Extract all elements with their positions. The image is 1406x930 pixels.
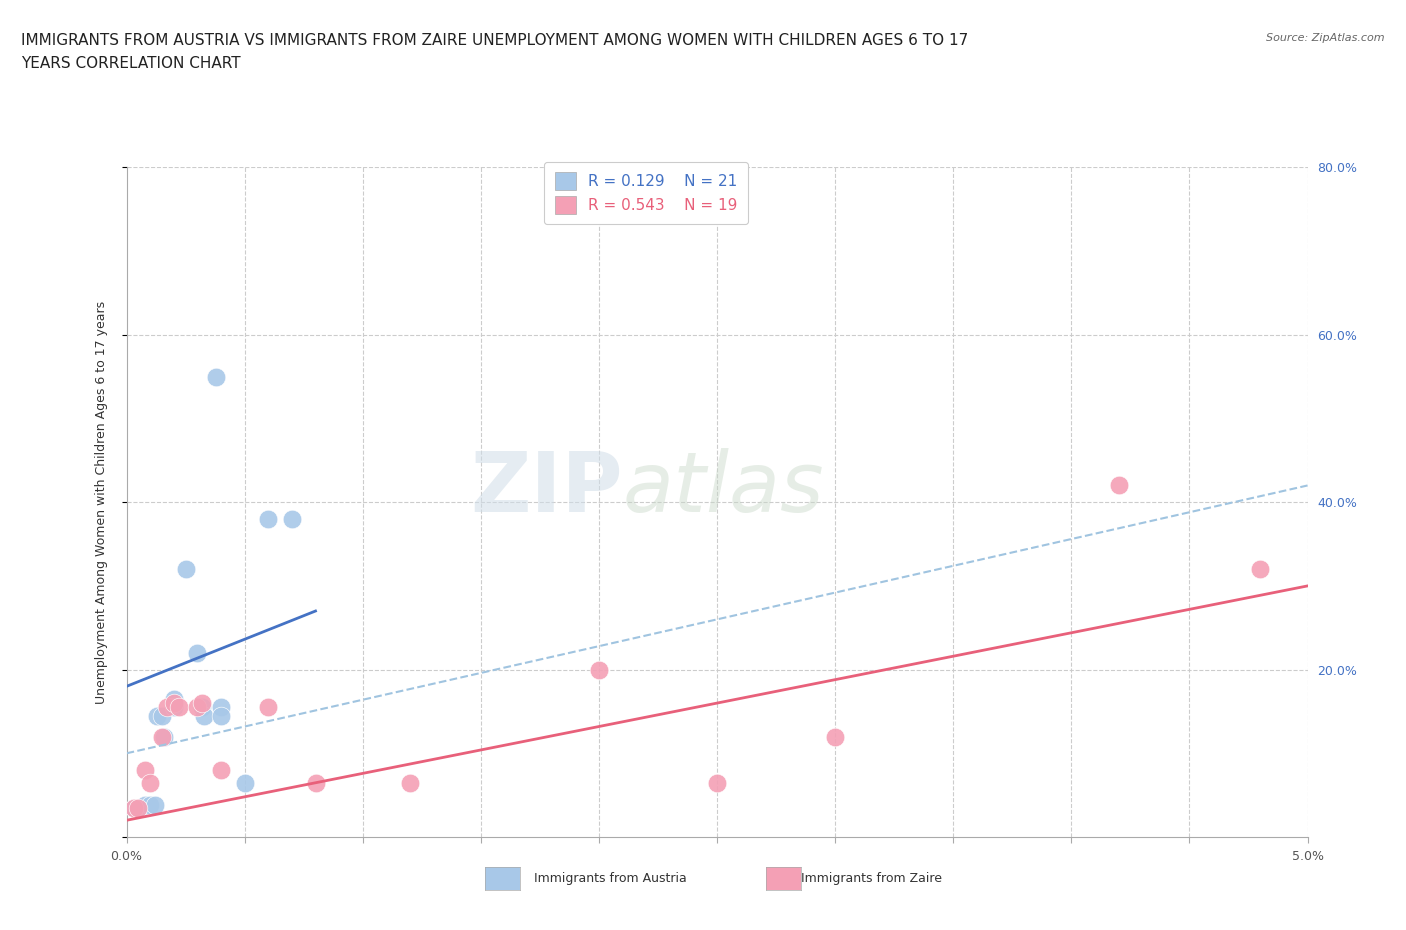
Point [150, 729, 173, 744]
Point [186, 645, 208, 660]
Text: ZIP: ZIP [470, 448, 623, 529]
Point [122, 800, 145, 815]
Text: Immigrants from Austria: Immigrants from Austria [534, 872, 688, 885]
Text: IMMIGRANTS FROM AUSTRIA VS IMMIGRANTS FROM ZAIRE UNEMPLOYMENT AMONG WOMEN WITH C: IMMIGRANTS FROM AUSTRIA VS IMMIGRANTS FR… [21, 33, 969, 47]
Point [163, 696, 186, 711]
Point [134, 763, 156, 777]
Point [233, 776, 256, 790]
Legend: R = 0.129    N = 21, R = 0.543    N = 19: R = 0.129 N = 21, R = 0.543 N = 19 [544, 162, 748, 224]
Point [191, 696, 214, 711]
Point [191, 700, 214, 715]
Point [150, 709, 173, 724]
Point [163, 700, 186, 715]
Point [193, 709, 215, 724]
Point [186, 700, 208, 715]
Point [143, 798, 166, 813]
Text: YEARS CORRELATION CHART: YEARS CORRELATION CHART [21, 56, 240, 71]
Point [205, 369, 228, 384]
Point [1108, 478, 1130, 493]
Point [706, 776, 728, 790]
Text: 0.0%: 0.0% [111, 850, 142, 863]
Point [127, 800, 149, 815]
Point [399, 776, 422, 790]
Text: atlas: atlas [623, 448, 824, 529]
Point [139, 798, 162, 813]
Point [588, 662, 610, 677]
Point [153, 729, 176, 744]
Point [132, 800, 155, 815]
Point [209, 763, 232, 777]
Point [146, 709, 169, 724]
Point [281, 512, 304, 526]
Point [174, 562, 197, 577]
Text: 5.0%: 5.0% [1292, 850, 1323, 863]
Point [167, 700, 190, 715]
Point [127, 800, 149, 815]
Point [122, 800, 145, 815]
Point [257, 512, 280, 526]
Point [257, 700, 280, 715]
Text: Immigrants from Zaire: Immigrants from Zaire [801, 872, 942, 885]
Point [139, 776, 162, 790]
Point [304, 776, 326, 790]
Point [134, 798, 156, 813]
Point [1249, 562, 1271, 577]
Point [163, 692, 186, 707]
Point [156, 700, 179, 715]
Text: Source: ZipAtlas.com: Source: ZipAtlas.com [1267, 33, 1385, 43]
Point [209, 709, 232, 724]
Point [209, 700, 232, 715]
Y-axis label: Unemployment Among Women with Children Ages 6 to 17 years: Unemployment Among Women with Children A… [96, 300, 108, 704]
Point [824, 729, 846, 744]
